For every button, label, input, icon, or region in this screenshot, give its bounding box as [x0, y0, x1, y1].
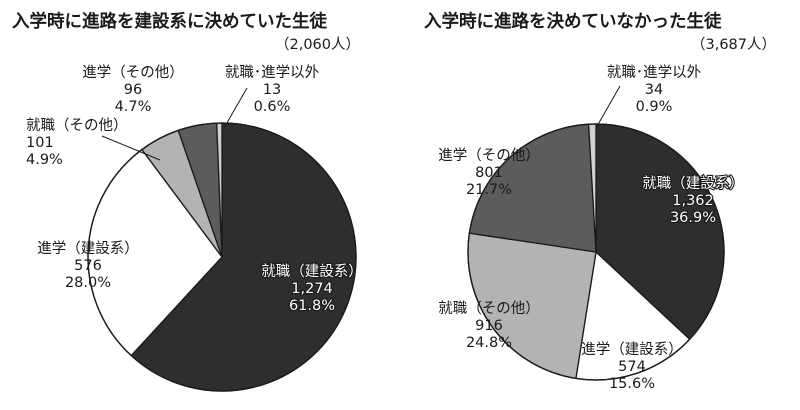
chart1-slice-4-name-label: 進学（その他） [82, 64, 184, 81]
chart1-outline [87, 122, 357, 392]
chart1-leader-line-3 [101, 135, 161, 161]
chart2-slice-3-percent-label: 24.8% [466, 335, 512, 351]
chart2-total: （3,687人） [691, 36, 776, 53]
chart1-pie: 就職（建設系）1,27461.8%進学（建設系）57628.0%就職（その他）1… [26, 64, 364, 392]
chart2-slice-5-count-label: 34 [645, 82, 663, 98]
chart1-slice-1-name-label: 就職（建設系） [261, 263, 363, 280]
chart2-slice-1-name-label: 就職（建設系） [642, 175, 744, 192]
chart2-slice-2-name-label: 進学（建設系） [581, 341, 683, 358]
chart2-slice-5-name-label: 就職･進学以外 [607, 64, 701, 81]
chart1-slice-2-percent-label: 28.0% [65, 275, 111, 291]
chart1-slice-3-percent-label: 4.9% [26, 152, 63, 168]
chart2-slice-2-count-label: 574 [618, 359, 646, 375]
chart1-slice-3-count-label: 101 [26, 135, 54, 151]
chart2-slice-1-count-label: 1,362 [672, 193, 714, 209]
chart2-slice-4-percent-label: 21.7% [466, 182, 512, 198]
chart1-title: 入学時に進路を建設系に決めていた生徒 [12, 11, 327, 32]
chart1-slice-2-count-label: 576 [74, 258, 102, 274]
chart2-leader-line-5 [595, 85, 621, 129]
chart1-slice-4-percent-label: 4.7% [115, 99, 152, 115]
chart2-slice-5-percent-label: 0.9% [636, 99, 673, 115]
chart1-slice-3-name-label: 就職（その他） [26, 117, 128, 134]
chart1-slice-1-percent-label: 61.8% [289, 298, 335, 314]
chart1-leader-line-5 [223, 87, 248, 129]
chart1-slice-5-percent-label: 0.6% [254, 99, 291, 115]
chart2-slice-1-percent-label: 36.9% [670, 210, 716, 226]
chart2-outline [467, 123, 725, 381]
chart2-slice-4-name-label: 進学（その他） [438, 147, 540, 164]
chart1-slice-5-count-label: 13 [263, 82, 281, 98]
chart2-title: 入学時に進路を決めていなかった生徒 [424, 11, 722, 32]
chart1-slice-2-name-label: 進学（建設系） [37, 240, 139, 257]
chart2-slice-2-percent-label: 15.6% [609, 376, 655, 392]
chart1-slice-4-count-label: 96 [124, 82, 142, 98]
chart1-slice-5-name-label: 就職･進学以外 [225, 64, 319, 81]
chart1-slice-1-count-label: 1,274 [291, 281, 333, 297]
chart1-total: （2,060人） [275, 36, 360, 53]
chart2-slice-3-name-label: 就職（その他） [438, 300, 540, 317]
chart2-slice-4-count-label: 801 [475, 165, 503, 181]
chart2-slice-3-count-label: 916 [475, 318, 503, 334]
